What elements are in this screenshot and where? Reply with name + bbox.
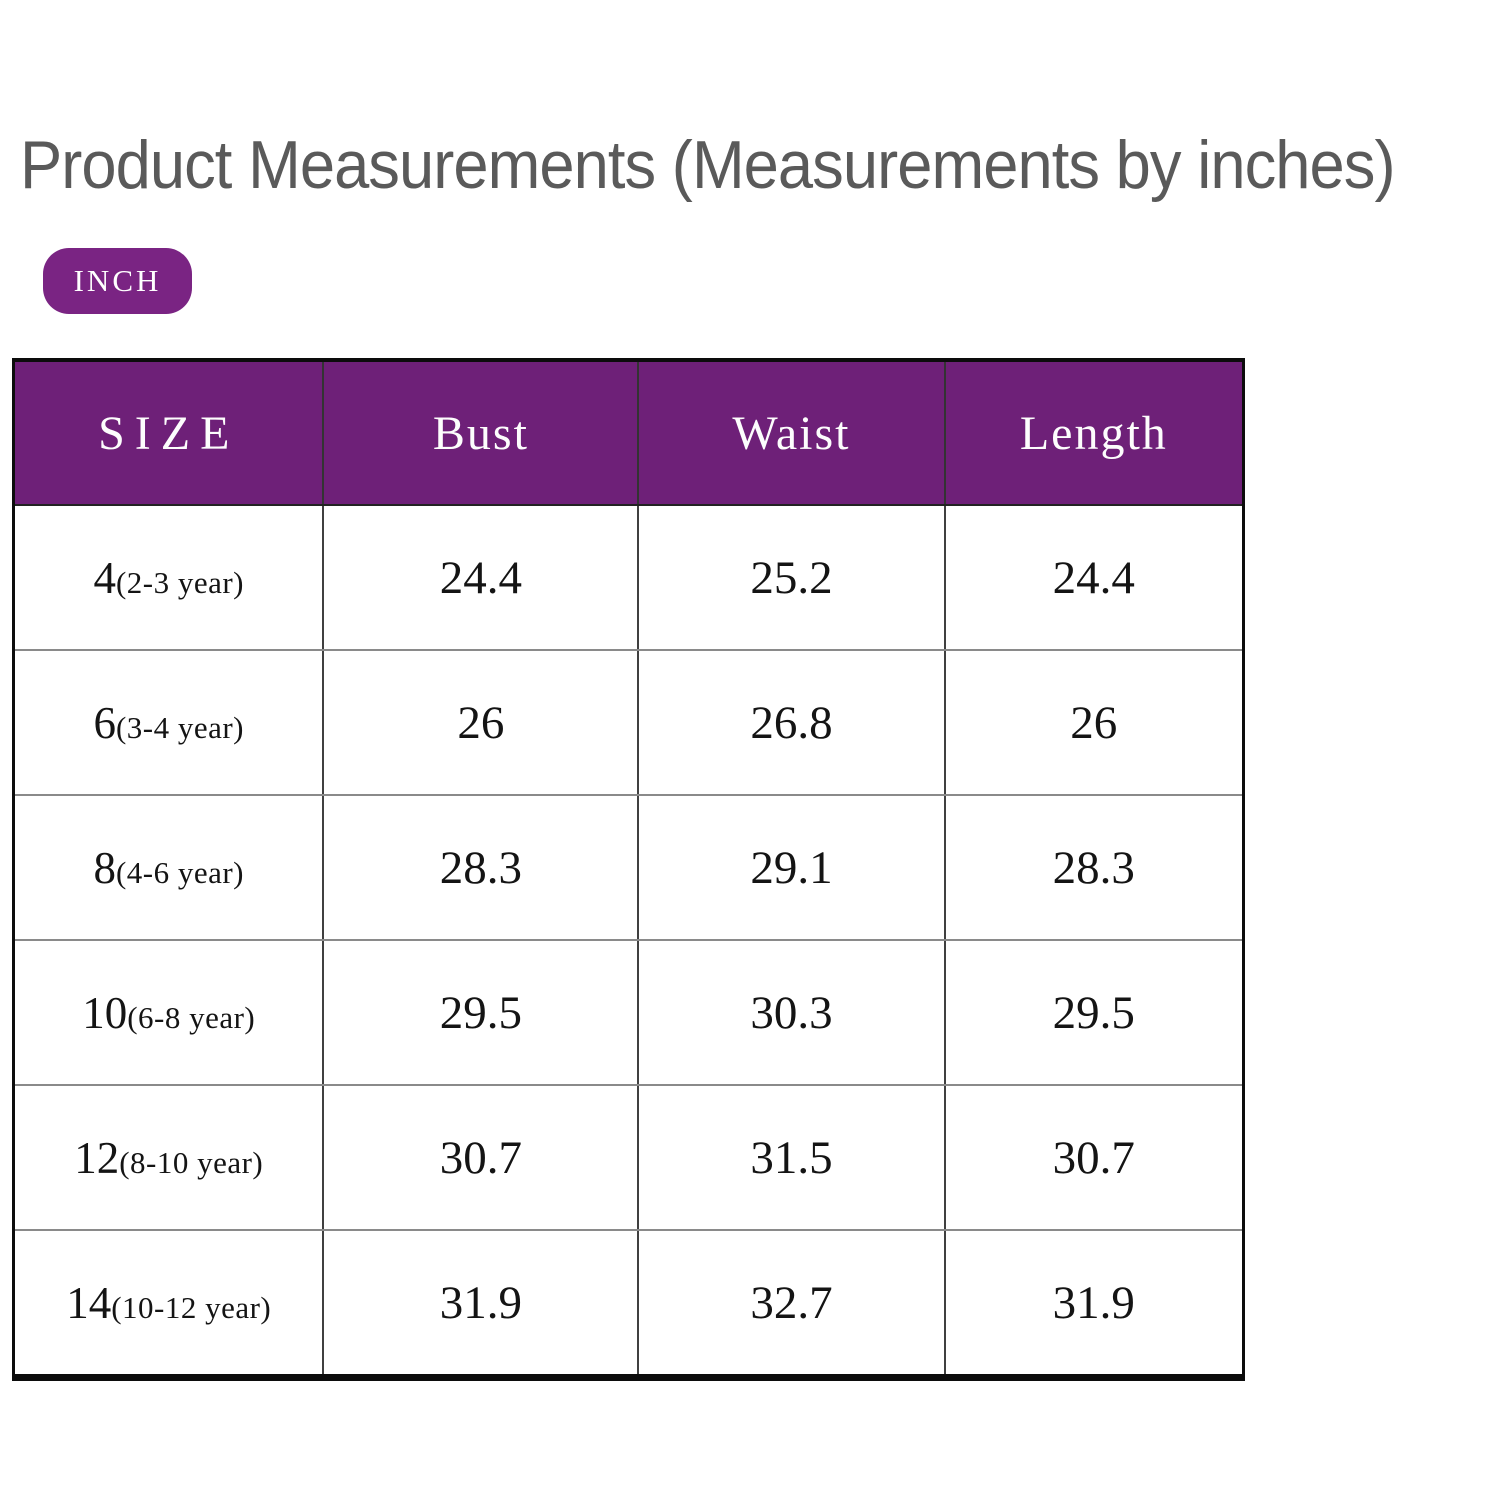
size-cell: 12(8-10 year) (12, 1084, 325, 1231)
age-range: (2-3 year) (115, 564, 244, 600)
size-value: 6 (93, 697, 116, 748)
length-value: 30.7 (943, 1084, 1245, 1231)
column-header-size: SIZE (12, 360, 325, 506)
waist-value: 30.3 (637, 939, 946, 1086)
length-value: 24.4 (943, 504, 1245, 651)
bust-value: 29.5 (322, 939, 640, 1086)
age-range: (6-8 year) (127, 999, 256, 1035)
size-value: 8 (93, 842, 116, 893)
waist-value: 29.1 (637, 794, 946, 941)
waist-value: 25.2 (637, 504, 946, 651)
table-row: 14(10-12 year) 31.9 32.7 31.9 (12, 1229, 1245, 1379)
bust-value: 26 (322, 649, 640, 796)
bust-value: 30.7 (322, 1084, 640, 1231)
column-header-bust: Bust (322, 360, 640, 506)
size-cell: 14(10-12 year) (12, 1229, 325, 1379)
size-cell: 6(3-4 year) (12, 649, 325, 796)
table-row: 6(3-4 year) 26 26.8 26 (12, 649, 1245, 796)
age-range: (4-6 year) (115, 854, 244, 890)
unit-badge: INCH (43, 248, 192, 314)
age-range: (8-10 year) (119, 1144, 264, 1180)
bust-value: 28.3 (322, 794, 640, 941)
age-range: (3-4 year) (115, 709, 244, 745)
unit-badge-label: INCH (73, 263, 162, 298)
size-value: 14 (66, 1277, 112, 1328)
waist-value: 26.8 (637, 649, 946, 796)
size-cell: 8(4-6 year) (12, 794, 325, 941)
size-value: 12 (74, 1132, 120, 1183)
table-row: 4(2-3 year) 24.4 25.2 24.4 (12, 504, 1245, 651)
table-row: 10(6-8 year) 29.5 30.3 29.5 (12, 939, 1245, 1086)
waist-value: 31.5 (637, 1084, 946, 1231)
bust-value: 24.4 (322, 504, 640, 651)
size-chart-table: SIZE Bust Waist Length 4(2-3 year) 24.4 … (12, 358, 1245, 1381)
age-range: (10-12 year) (111, 1289, 272, 1325)
size-value: 10 (82, 987, 128, 1038)
table-header-row: SIZE Bust Waist Length (12, 360, 1245, 506)
length-value: 26 (943, 649, 1245, 796)
table-row: 12(8-10 year) 30.7 31.5 30.7 (12, 1084, 1245, 1231)
size-cell: 10(6-8 year) (12, 939, 325, 1086)
page-title: Product Measurements (Measurements by in… (20, 127, 1396, 203)
size-value: 4 (93, 552, 116, 603)
length-value: 31.9 (943, 1229, 1245, 1379)
column-header-length: Length (943, 360, 1245, 506)
size-cell: 4(2-3 year) (12, 504, 325, 651)
column-header-waist: Waist (637, 360, 946, 506)
waist-value: 32.7 (637, 1229, 946, 1379)
bust-value: 31.9 (322, 1229, 640, 1379)
length-value: 29.5 (943, 939, 1245, 1086)
table-row: 8(4-6 year) 28.3 29.1 28.3 (12, 794, 1245, 941)
length-value: 28.3 (943, 794, 1245, 941)
